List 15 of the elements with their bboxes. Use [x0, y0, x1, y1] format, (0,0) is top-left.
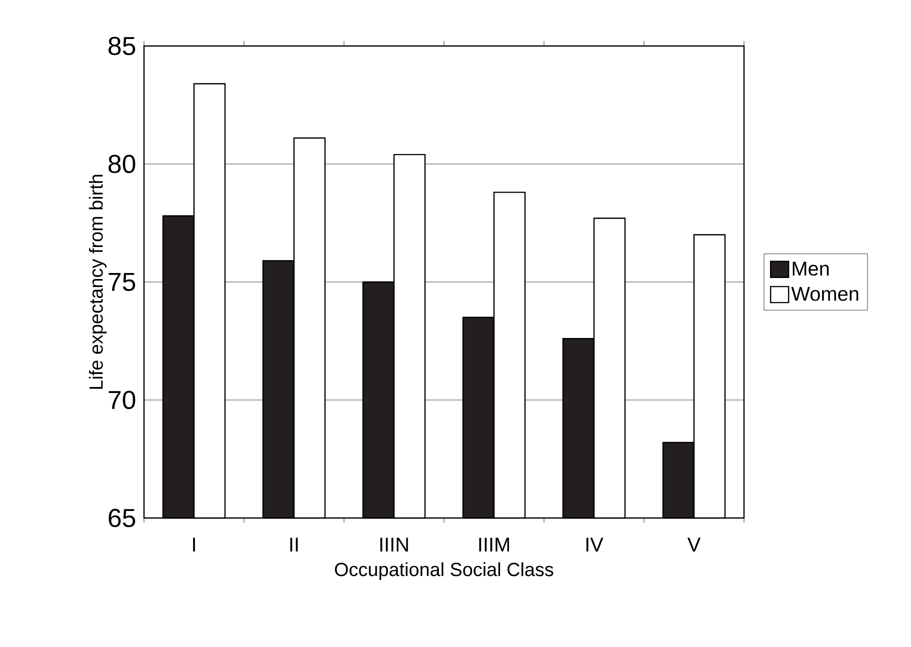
x-tick-label: IV [586, 538, 604, 552]
x-tick-label: IIIN [380, 538, 408, 552]
x-tick-label: II [290, 538, 298, 552]
legend-label: Women [791, 286, 858, 301]
x-tick-label: V [687, 538, 701, 552]
x-tick-label: I [193, 538, 195, 552]
y-axis-title: Life expectancy from birth [88, 174, 107, 389]
y-tick-label: 75 [108, 272, 136, 292]
y-tick-label: 70 [108, 390, 136, 410]
y-tick-label: 65 [108, 508, 136, 528]
x-axis-title: Occupational Social Class [334, 562, 554, 580]
y-tick-label: 85 [108, 36, 136, 56]
legend-label: Men [792, 262, 829, 276]
y-tick-label: 80 [108, 154, 136, 174]
x-tick-label: IIIM [479, 538, 509, 552]
